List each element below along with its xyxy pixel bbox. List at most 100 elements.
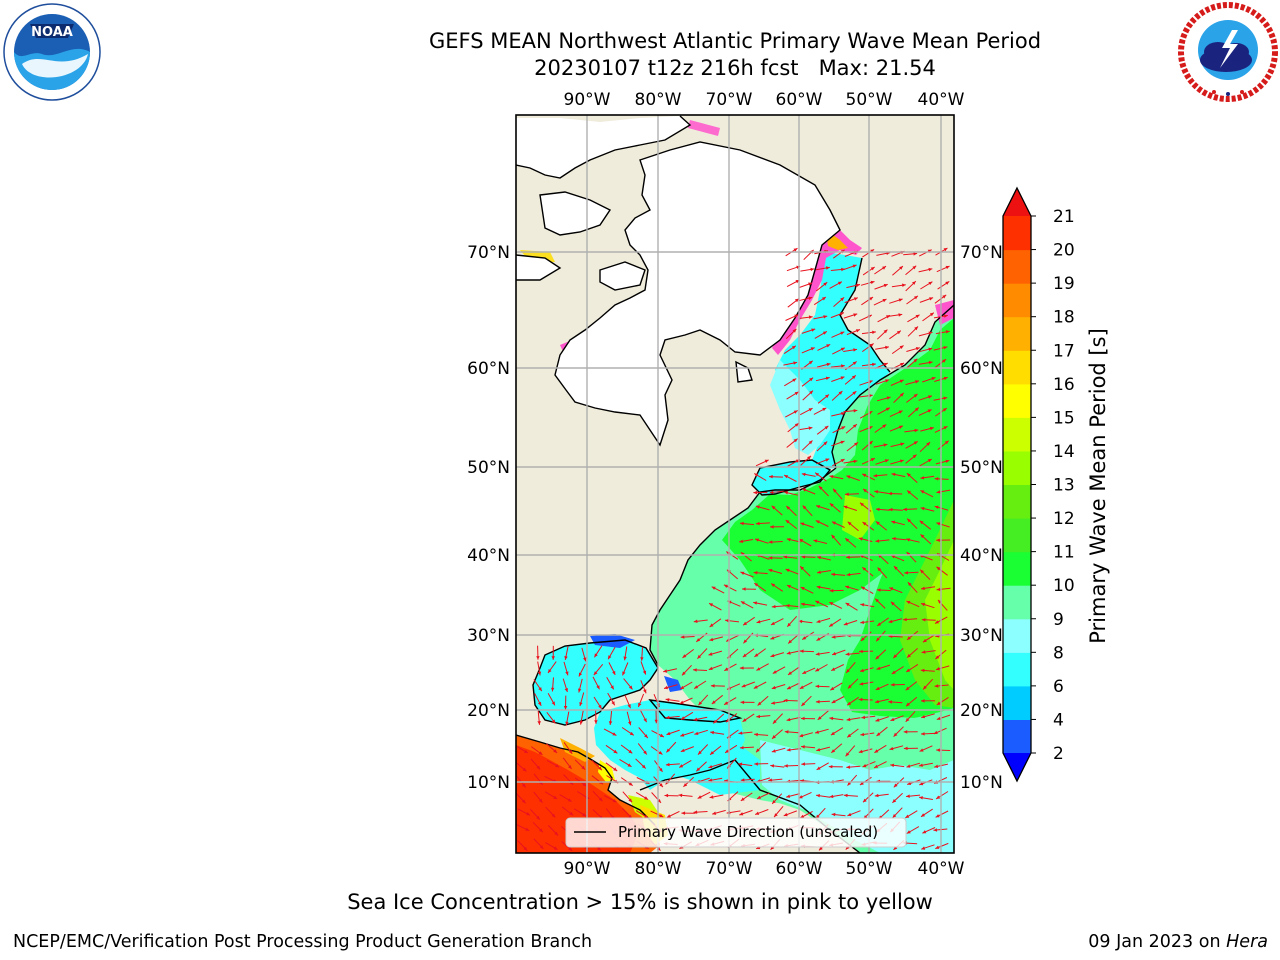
wave-direction-arrow xyxy=(693,680,707,690)
wave-direction-arrow xyxy=(890,601,902,612)
wave-direction-arrow xyxy=(516,824,530,832)
wave-direction-arrow xyxy=(787,666,800,676)
wave-direction-arrow xyxy=(769,525,785,529)
lat-label-left: 70°N xyxy=(467,243,510,263)
wave-direction-arrow xyxy=(581,647,587,662)
wave-direction-arrow xyxy=(918,395,933,401)
wave-direction-arrow xyxy=(906,826,920,834)
wave-direction-arrow xyxy=(756,618,771,624)
wave-direction-arrow xyxy=(708,664,723,671)
wave-direction-arrow xyxy=(919,297,934,303)
lat-label-left: 40°N xyxy=(467,546,510,566)
wave-direction-arrow xyxy=(739,746,754,750)
wave-direction-arrow xyxy=(680,635,695,639)
wave-direction-arrow xyxy=(593,696,603,710)
wave-direction-arrow xyxy=(754,582,767,592)
wave-direction-arrow xyxy=(579,692,585,707)
colorbar-bin xyxy=(1003,450,1031,485)
wave-direction-arrow xyxy=(890,442,905,448)
wave-direction-arrow xyxy=(906,490,919,500)
wave-direction-arrow xyxy=(663,668,678,673)
wave-direction-arrow xyxy=(547,692,556,706)
wave-direction-arrow xyxy=(859,667,874,673)
wave-direction-arrow xyxy=(802,390,814,401)
wave-direction-arrow xyxy=(772,666,786,674)
wave-direction-arrow xyxy=(831,649,846,656)
wave-direction-arrow xyxy=(846,717,861,722)
wave-direction-arrow xyxy=(920,586,935,591)
wave-direction-arrow xyxy=(740,571,754,578)
wave-direction-arrow xyxy=(664,793,679,798)
wave-direction-arrow xyxy=(890,379,904,386)
wave-direction-arrow xyxy=(563,695,568,710)
colorbar-bin xyxy=(1003,551,1031,586)
wave-direction-arrow xyxy=(785,604,800,608)
wave-direction-arrow xyxy=(816,617,831,623)
wave-direction-arrow xyxy=(874,424,887,433)
wave-direction-arrow xyxy=(831,696,845,704)
wave-direction-arrow xyxy=(545,842,558,851)
wave-direction-arrow xyxy=(709,745,722,756)
wave-direction-arrow xyxy=(547,825,559,836)
wave-direction-arrow xyxy=(787,633,800,644)
wave-direction-arrow xyxy=(783,491,798,496)
wave-direction-arrow xyxy=(919,520,932,530)
wave-direction-arrow xyxy=(681,664,692,676)
wave-direction-arrow xyxy=(801,328,816,334)
wave-direction-arrow xyxy=(905,380,920,386)
wave-direction-arrow xyxy=(799,810,813,819)
wave-direction-arrow xyxy=(551,677,555,692)
wave-direction-arrow xyxy=(843,505,857,511)
wave-direction-arrow xyxy=(563,742,573,755)
map-legend: Primary Wave Direction (unscaled) xyxy=(565,817,907,848)
wave-direction-arrow xyxy=(903,746,918,751)
colorbar-tick-label: 10 xyxy=(1053,576,1075,596)
wave-direction-arrow xyxy=(693,619,708,623)
wave-direction-arrow xyxy=(830,267,845,272)
wave-direction-arrow xyxy=(875,507,890,512)
wave-direction-arrow xyxy=(936,748,951,752)
wave-direction-arrow xyxy=(742,713,755,723)
wave-direction-arrow xyxy=(755,521,770,526)
wave-direction-arrow xyxy=(814,728,829,734)
wave-direction-arrow xyxy=(830,743,843,754)
lon-label-top: 80°W xyxy=(635,90,682,110)
wave-direction-arrow xyxy=(546,759,560,768)
wave-direction-arrow xyxy=(816,585,831,590)
wave-direction-arrow xyxy=(545,806,556,818)
wave-direction-arrow xyxy=(753,490,768,495)
wave-direction-arrow xyxy=(875,345,889,350)
colorbar-tick-label: 15 xyxy=(1053,408,1075,428)
legend-label: Primary Wave Direction (unscaled) xyxy=(618,823,878,841)
colorbar-tick-label: 13 xyxy=(1053,476,1075,496)
wave-direction-arrow xyxy=(710,684,725,688)
footer-credit: NCEP/EMC/Verification Post Processing Pr… xyxy=(13,932,593,952)
wave-direction-arrow xyxy=(591,760,603,771)
colorbar-tick-label: 9 xyxy=(1053,610,1064,630)
wave-direction-arrow xyxy=(892,265,904,276)
footer-host: Hera xyxy=(1226,932,1268,952)
wave-direction-arrow xyxy=(800,455,812,466)
wave-direction-arrow xyxy=(816,746,831,752)
wave-direction-arrow xyxy=(933,727,947,735)
colorbar-bin xyxy=(1003,350,1031,385)
wave-direction-arrow xyxy=(770,652,785,658)
wave-direction-arrow xyxy=(918,249,932,257)
wave-direction-arrow xyxy=(844,492,860,496)
wave-direction-arrow xyxy=(907,314,920,323)
wave-direction-arrow xyxy=(831,376,845,382)
wave-direction-arrow xyxy=(815,664,828,672)
colorbar-bin xyxy=(1003,719,1031,754)
colorbar-bin xyxy=(1003,652,1031,687)
noaa-logo-text: NOAA xyxy=(31,25,73,40)
wave-direction-arrow xyxy=(906,295,919,305)
wave-direction-arrow xyxy=(564,646,569,660)
wave-direction-arrow xyxy=(907,326,919,337)
wave-direction-arrow xyxy=(562,757,572,770)
wave-direction-arrow xyxy=(693,716,708,721)
wave-direction-arrow xyxy=(546,711,556,724)
wave-direction-arrow xyxy=(768,556,783,560)
colorbar-bin xyxy=(1003,585,1031,620)
lon-label-bottom: 40°W xyxy=(918,859,965,879)
wave-direction-arrow xyxy=(815,281,828,292)
